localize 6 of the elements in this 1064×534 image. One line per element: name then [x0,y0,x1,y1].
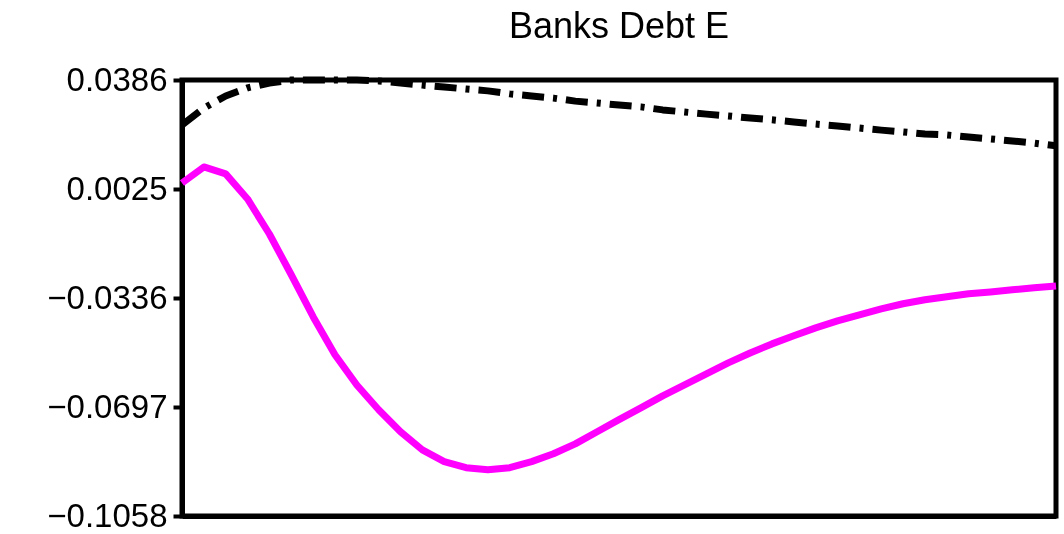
y-tick-label: −0.1058 [47,496,168,534]
y-tick-label: 0.0386 [66,60,168,98]
chart-title: Banks Debt E [508,5,730,46]
y-tick-label: 0.0025 [66,169,168,207]
y-tick-label: −0.0697 [47,387,168,425]
y-tick-label: −0.0336 [47,278,168,316]
